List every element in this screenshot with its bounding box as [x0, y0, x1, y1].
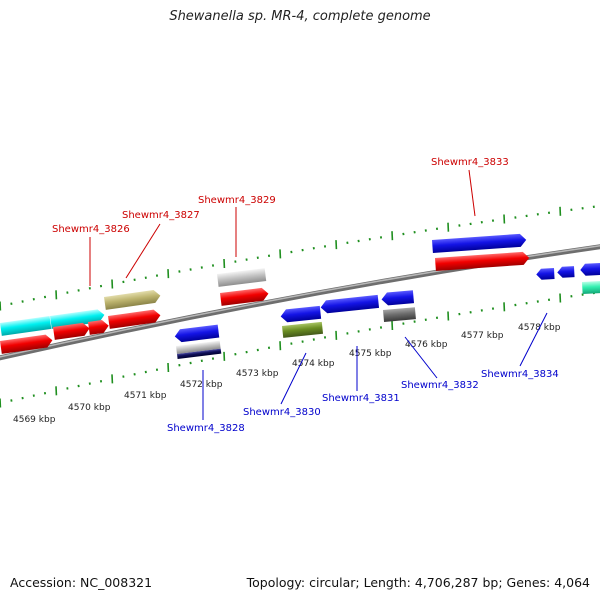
gene-feature[interactable] — [580, 262, 600, 276]
gene-feature[interactable] — [53, 322, 90, 340]
gene-feature[interactable] — [104, 289, 161, 310]
gene-label[interactable]: Shewmr4_3829 — [198, 195, 276, 206]
kbp-label: 4577 kbp — [461, 331, 504, 341]
feature-track-reverse-inner — [176, 280, 600, 359]
gene-feature[interactable] — [176, 340, 221, 354]
kbp-label: 4573 kbp — [236, 369, 279, 379]
gene-feature[interactable] — [282, 321, 324, 338]
leader-lines — [89, 169, 548, 420]
gene-label[interactable]: Shewmr4_3834 — [481, 369, 559, 380]
gene-feature[interactable] — [320, 294, 380, 314]
kbp-label: 4569 kbp — [13, 415, 56, 425]
feature-track-reverse-outer — [174, 262, 600, 343]
gene-feature[interactable] — [174, 324, 220, 343]
feature-track-forward-inner — [0, 251, 530, 354]
kbp-label: 4574 kbp — [292, 359, 335, 369]
gene-feature[interactable] — [220, 287, 269, 306]
leader-line — [280, 352, 307, 405]
kbp-label: 4571 kbp — [124, 391, 167, 401]
gene-feature[interactable] — [383, 307, 416, 322]
gene-feature[interactable] — [0, 334, 53, 354]
gene-label[interactable]: Shewmr4_3833 — [431, 157, 509, 168]
gene-feature[interactable] — [50, 308, 105, 329]
gene-label[interactable]: Shewmr4_3830 — [243, 407, 321, 418]
gene-label[interactable]: Shewmr4_3828 — [167, 423, 245, 434]
gene-label[interactable]: Shewmr4_3831 — [322, 393, 400, 404]
gene-label[interactable]: Shewmr4_3826 — [52, 224, 130, 235]
kbp-label: 4570 kbp — [68, 403, 111, 413]
topology-text: Topology: circular; Length: 4,706,287 bp… — [246, 575, 590, 590]
gene-feature[interactable] — [557, 266, 575, 278]
gene-feature[interactable] — [280, 305, 322, 323]
gene-label[interactable]: Shewmr4_3832 — [401, 380, 479, 391]
gene-feature[interactable] — [0, 316, 52, 336]
gene-label[interactable]: Shewmr4_3827 — [122, 210, 200, 221]
gene-labels-reverse: Shewmr4_3828 Shewmr4_3830 Shewmr4_3831 S… — [167, 369, 559, 434]
leader-line — [519, 312, 548, 367]
gene-labels-forward: Shewmr4_3826 Shewmr4_3827 Shewmr4_3829 S… — [52, 157, 509, 235]
gene-feature[interactable] — [582, 280, 600, 294]
accession-text: Accession: NC_008321 — [10, 575, 153, 590]
kbp-label: 4575 kbp — [349, 349, 392, 359]
feature-track-forward-outer — [0, 233, 527, 336]
gene-feature[interactable] — [432, 233, 527, 253]
map-title: Shewanella sp. MR-4, complete genome — [169, 9, 431, 24]
outer-tick-row — [0, 205, 595, 311]
kbp-label: 4576 kbp — [405, 340, 448, 350]
leader-line — [125, 223, 161, 279]
kbp-label: 4572 kbp — [180, 380, 223, 390]
leader-line — [468, 169, 476, 217]
gene-feature[interactable] — [381, 290, 415, 306]
leader-line — [404, 336, 438, 379]
gene-feature[interactable] — [88, 319, 110, 335]
inner-tick-row — [0, 291, 595, 408]
gene-feature[interactable] — [108, 309, 161, 329]
gene-feature[interactable] — [177, 348, 222, 359]
gene-feature[interactable] — [536, 268, 555, 280]
gene-feature[interactable] — [217, 268, 267, 287]
gene-feature[interactable] — [435, 251, 530, 271]
